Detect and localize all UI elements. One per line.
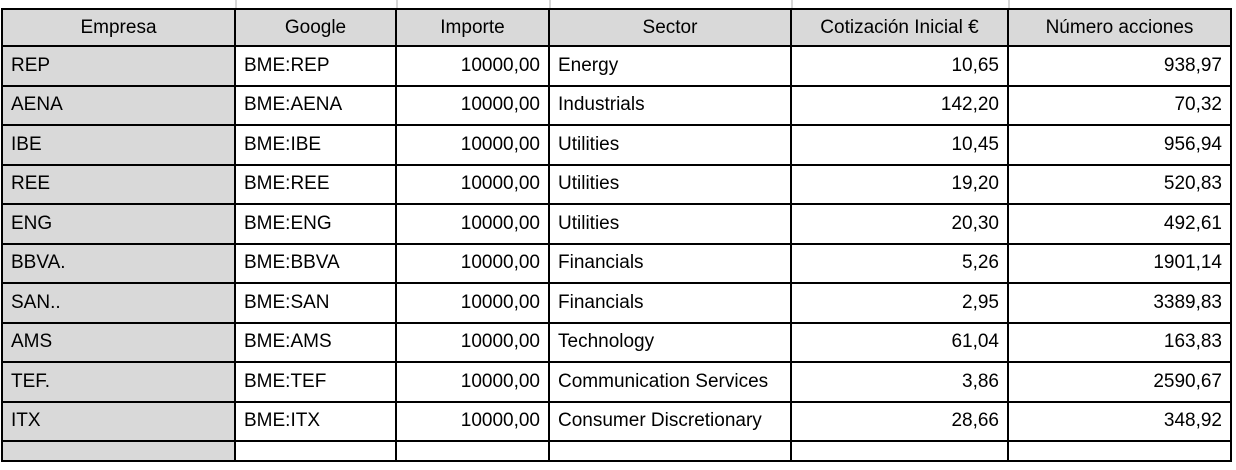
column-gridline — [791, 0, 793, 8]
table-row: IBE BME:IBE 10000,00 Utilities 10,45 956,94 — [1, 124, 1232, 166]
column-gridline — [1008, 0, 1010, 8]
column-gridline — [549, 0, 551, 8]
cell-acciones[interactable]: 2590,67 — [1007, 361, 1232, 403]
cell-empty[interactable] — [790, 440, 1009, 462]
cell-google[interactable]: BME:SAN — [234, 282, 397, 324]
cell-cotizacion[interactable]: 19,20 — [790, 163, 1009, 205]
cell-empresa[interactable]: SAN.. — [1, 282, 236, 324]
column-header-importe[interactable]: Importe — [395, 8, 550, 47]
table-row: ENG BME:ENG 10000,00 Utilities 20,30 492,61 — [1, 203, 1232, 245]
cell-importe[interactable]: 10000,00 — [395, 361, 550, 403]
cell-empty[interactable] — [548, 440, 792, 462]
cell-sector[interactable]: Financials — [548, 242, 792, 284]
cell-cotizacion[interactable]: 61,04 — [790, 321, 1009, 363]
cell-importe[interactable]: 10000,00 — [395, 242, 550, 284]
cell-cotizacion[interactable]: 20,30 — [790, 203, 1009, 245]
table-row: ITX BME:ITX 10000,00 Consumer Discretionary… — [1, 400, 1232, 442]
cell-sector[interactable]: Utilities — [548, 203, 792, 245]
column-gridline — [235, 0, 237, 8]
cell-importe[interactable]: 10000,00 — [395, 282, 550, 324]
cell-empresa[interactable]: AENA — [1, 84, 236, 126]
cell-sector[interactable]: Communication Services — [548, 361, 792, 403]
cell-sector[interactable]: Consumer Discretionary — [548, 400, 792, 442]
cell-cotizacion[interactable]: 10,65 — [790, 45, 1009, 87]
cell-empresa[interactable]: ENG — [1, 203, 236, 245]
cell-acciones[interactable]: 3389,83 — [1007, 282, 1232, 324]
cell-acciones[interactable]: 1901,14 — [1007, 242, 1232, 284]
cell-cotizacion[interactable]: 5,26 — [790, 242, 1009, 284]
cell-empty[interactable] — [395, 440, 550, 462]
cell-importe[interactable]: 10000,00 — [395, 321, 550, 363]
cell-importe[interactable]: 10000,00 — [395, 400, 550, 442]
table-row: TEF. BME:TEF 10000,00 Communication Service… — [1, 361, 1232, 403]
column-header-google[interactable]: Google — [234, 8, 397, 47]
cell-acciones[interactable]: 520,83 — [1007, 163, 1232, 205]
column-header-acciones[interactable]: Número acciones — [1007, 8, 1232, 47]
table-row: SAN.. BME:SAN 10000,00 Financials 2,95 3389,8… — [1, 282, 1232, 324]
cell-google[interactable]: BME:REP — [234, 45, 397, 87]
cell-google[interactable]: BME:BBVA — [234, 242, 397, 284]
cell-empresa[interactable]: TEF. — [1, 361, 236, 403]
cell-empresa[interactable]: REE — [1, 163, 236, 205]
cell-google[interactable]: BME:AMS — [234, 321, 397, 363]
header-row: Empresa Google Importe Sector Cotización… — [1, 8, 1232, 47]
column-header-sector[interactable]: Sector — [548, 8, 792, 47]
cell-acciones[interactable]: 938,97 — [1007, 45, 1232, 87]
table-row: REE BME:REE 10000,00 Utilities 19,20 520,83 — [1, 163, 1232, 205]
column-gridline — [396, 0, 398, 8]
cell-empty[interactable] — [1007, 440, 1232, 462]
cell-sector[interactable]: Energy — [548, 45, 792, 87]
column-header-cotizacion[interactable]: Cotización Inicial € — [790, 8, 1009, 47]
cell-sector[interactable]: Utilities — [548, 124, 792, 166]
stock-table: Empresa Google Importe Sector Cotización… — [1, 8, 1232, 462]
cell-empresa[interactable]: AMS — [1, 321, 236, 363]
cell-acciones[interactable]: 70,32 — [1007, 84, 1232, 126]
sheet-gridline-strip — [0, 0, 1236, 8]
table-row: AMS BME:AMS 10000,00 Technology 61,04 163,83 — [1, 321, 1232, 363]
cell-sector[interactable]: Financials — [548, 282, 792, 324]
cell-sector[interactable]: Utilities — [548, 163, 792, 205]
cell-acciones[interactable]: 163,83 — [1007, 321, 1232, 363]
cell-importe[interactable]: 10000,00 — [395, 84, 550, 126]
cell-cotizacion[interactable]: 10,45 — [790, 124, 1009, 166]
cell-empresa[interactable]: IBE — [1, 124, 236, 166]
cell-importe[interactable]: 10000,00 — [395, 45, 550, 87]
cell-cotizacion[interactable]: 2,95 — [790, 282, 1009, 324]
table-row: REP BME:REP 10000,00 Energy 10,65 938,97 — [1, 45, 1232, 87]
cell-google[interactable]: BME:IBE — [234, 124, 397, 166]
cell-importe[interactable]: 10000,00 — [395, 163, 550, 205]
cell-google[interactable]: BME:AENA — [234, 84, 397, 126]
cell-acciones[interactable]: 492,61 — [1007, 203, 1232, 245]
cell-google[interactable]: BME:TEF — [234, 361, 397, 403]
cell-sector[interactable]: Industrials — [548, 84, 792, 126]
cell-cotizacion[interactable]: 3,86 — [790, 361, 1009, 403]
column-header-empresa[interactable]: Empresa — [1, 8, 236, 47]
cell-cotizacion[interactable]: 28,66 — [790, 400, 1009, 442]
cell-cotizacion[interactable]: 142,20 — [790, 84, 1009, 126]
cell-empresa[interactable]: REP — [1, 45, 236, 87]
cell-empresa[interactable]: ITX — [1, 400, 236, 442]
table-row: AENA BME:AENA 10000,00 Industrials 142,20 70,… — [1, 84, 1232, 126]
cell-sector[interactable]: Technology — [548, 321, 792, 363]
cell-google[interactable]: BME:ITX — [234, 400, 397, 442]
partial-row — [1, 440, 1232, 462]
cell-acciones[interactable]: 348,92 — [1007, 400, 1232, 442]
table-row: BBVA. BME:BBVA 10000,00 Financials 5,26 1901,… — [1, 242, 1232, 284]
cell-importe[interactable]: 10000,00 — [395, 203, 550, 245]
cell-empty[interactable] — [1, 440, 236, 462]
cell-empresa[interactable]: BBVA. — [1, 242, 236, 284]
cell-google[interactable]: BME:REE — [234, 163, 397, 205]
cell-google[interactable]: BME:ENG — [234, 203, 397, 245]
cell-empty[interactable] — [234, 440, 397, 462]
cell-acciones[interactable]: 956,94 — [1007, 124, 1232, 166]
table-body: REP BME:REP 10000,00 Energy 10,65 938,97 AENA B… — [1, 45, 1232, 462]
cell-importe[interactable]: 10000,00 — [395, 124, 550, 166]
